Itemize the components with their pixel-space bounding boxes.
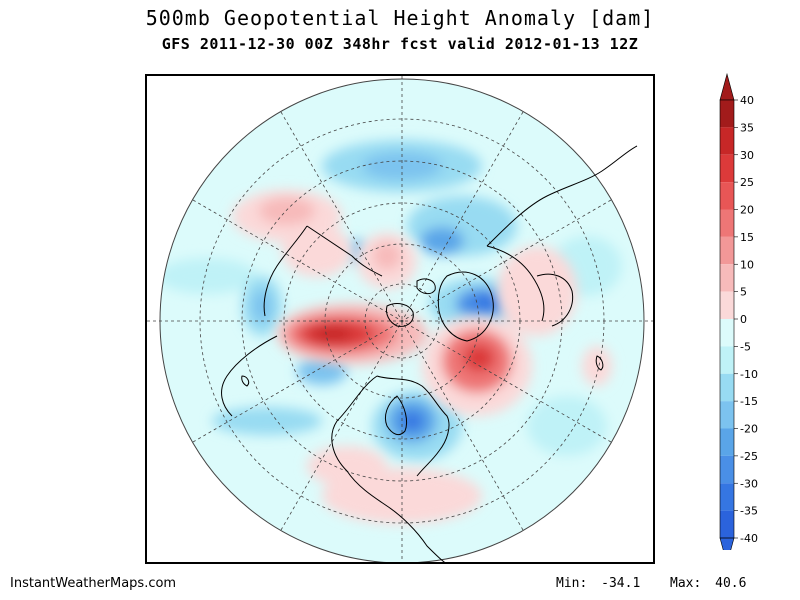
colorbar-segment xyxy=(720,182,734,210)
colorbar-segment xyxy=(720,236,734,265)
colorbar-label: 0 xyxy=(740,313,747,326)
max-label: Max: xyxy=(670,576,702,591)
max-value: 40.6 xyxy=(715,576,747,591)
colorbar-segment xyxy=(720,373,734,402)
anomaly-map-svg xyxy=(147,76,653,562)
colorbar-label: -30 xyxy=(740,477,758,490)
colorbar-label: -10 xyxy=(740,368,758,381)
min-label: Min: xyxy=(556,576,588,591)
colorbar: 40 35 30 25 20 15 10 5 0 -5 -10 -15 -20 -25 -30 -35 -40 xyxy=(714,70,794,550)
colorbar-segment xyxy=(720,291,734,319)
colorbar-segment xyxy=(720,319,734,347)
colorbar-label: 10 xyxy=(740,258,754,271)
colorbar-label: 25 xyxy=(740,176,754,189)
colorbar-label: 30 xyxy=(740,149,754,162)
colorbar-top-arrow xyxy=(719,72,735,101)
colorbar-label: -25 xyxy=(740,450,758,463)
colorbar-segment xyxy=(720,127,734,155)
colorbar-label: -15 xyxy=(740,395,758,408)
colorbar-segment xyxy=(720,428,734,456)
colorbar-label: 15 xyxy=(740,231,754,244)
min-stat: Min: -34.1 xyxy=(556,576,640,591)
colorbar-segment xyxy=(720,264,734,292)
colorbar-segment xyxy=(720,209,734,237)
map-boundary xyxy=(159,78,645,562)
chart-subtitle: GFS 2011-12-30 00Z 348hr fcst valid 2012… xyxy=(161,35,639,53)
credit-text: InstantWeatherMaps.com xyxy=(10,576,177,591)
colorbar-bottom-arrow xyxy=(719,537,735,550)
colorbar-segment xyxy=(720,483,734,511)
colorbar-segment xyxy=(720,346,734,374)
meridians xyxy=(147,76,653,562)
colorbar-segment xyxy=(720,401,734,429)
colorbar-label: -35 xyxy=(740,505,758,518)
max-stat: Max: 40.6 xyxy=(670,576,746,591)
colorbar-label: -5 xyxy=(740,340,751,353)
chart-title: 500mb Geopotential Height Anomaly [dam] xyxy=(145,6,655,30)
colorbar-label: 35 xyxy=(740,121,754,134)
colorbar-label: 5 xyxy=(740,286,747,299)
colorbar-label: 40 xyxy=(740,94,754,107)
colorbar-label: -20 xyxy=(740,423,758,436)
colorbar-label: 20 xyxy=(740,204,754,217)
colorbar-svg: 40 35 30 25 20 15 10 5 0 -5 -10 -15 -20 -25 -30 -35 -40 xyxy=(719,72,758,550)
colorbar-segment xyxy=(720,100,734,128)
colorbar-segment xyxy=(720,154,734,183)
polar-map xyxy=(145,74,655,564)
colorbar-segment xyxy=(720,510,734,538)
colorbar-label: -40 xyxy=(740,532,758,545)
coastlines xyxy=(221,145,638,562)
min-value: -34.1 xyxy=(601,576,641,591)
colorbar-segment xyxy=(720,455,734,484)
